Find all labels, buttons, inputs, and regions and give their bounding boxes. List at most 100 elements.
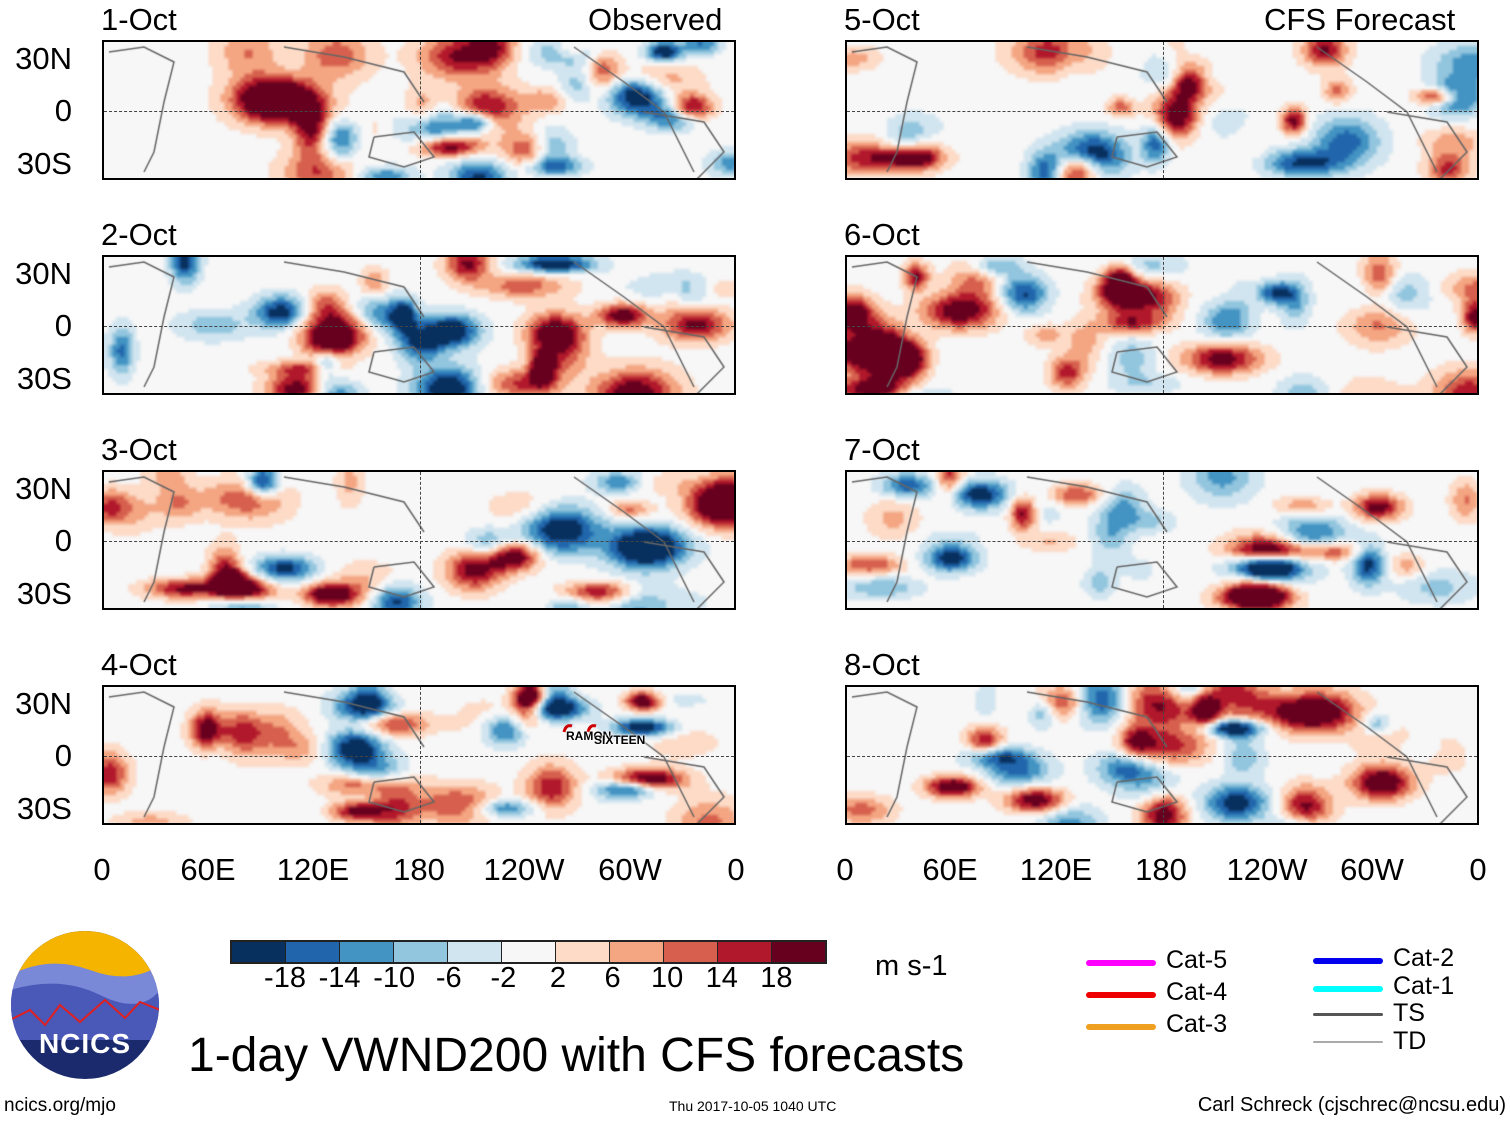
lon-label: 180 xyxy=(1135,852,1187,887)
lat-label: 30S xyxy=(16,576,72,611)
colorbar-label: -10 xyxy=(373,962,416,994)
panel-date: 2-Oct xyxy=(101,217,177,252)
wind-map-panel xyxy=(102,470,736,610)
dateline xyxy=(1163,257,1164,393)
panel-date: 3-Oct xyxy=(101,432,177,467)
lon-label: 0 xyxy=(93,852,111,887)
footer-author: Carl Schreck (cjschrec@ncsu.edu) xyxy=(1197,1094,1506,1116)
equator-line xyxy=(104,326,734,327)
lon-label: 120W xyxy=(1226,852,1308,887)
colorbar-label: -6 xyxy=(435,962,462,994)
colorbar-swatch xyxy=(664,942,718,962)
colorbar-swatch xyxy=(232,942,286,962)
wind-map-panel xyxy=(102,40,736,180)
dateline xyxy=(420,42,421,178)
legend-label: Cat-4 xyxy=(1166,978,1228,1006)
legend-label: Cat-5 xyxy=(1166,946,1228,974)
lat-label: 0 xyxy=(54,93,72,128)
lat-label: 30N xyxy=(15,686,72,721)
footer-timestamp: Thu 2017-10-05 1040 UTC xyxy=(669,1098,837,1114)
lat-label: 30S xyxy=(16,361,72,396)
panel-date: 5-Oct xyxy=(844,2,920,37)
colorbar-label: -18 xyxy=(264,962,306,994)
panel-date: 8-Oct xyxy=(844,647,920,682)
wind-map-panel xyxy=(102,255,736,395)
colorbar-swatch xyxy=(394,942,448,962)
wind-map-panel xyxy=(845,255,1479,395)
colorbar-swatch xyxy=(340,942,394,962)
colorbar-label: 18 xyxy=(760,962,793,994)
panel-date: 1-Oct xyxy=(101,2,177,37)
colorbar xyxy=(230,940,827,964)
lat-label: 0 xyxy=(54,738,72,773)
lon-label: 60W xyxy=(1340,852,1404,887)
forecast-header: CFS Forecast xyxy=(1264,2,1456,37)
lon-label: 120E xyxy=(1019,852,1093,887)
panel-date: 7-Oct xyxy=(844,432,920,467)
lon-label: 0 xyxy=(1469,852,1487,887)
legend-line-td xyxy=(1313,1041,1383,1043)
lat-label: 30N xyxy=(15,256,72,291)
legend-line-cat-4 xyxy=(1086,992,1156,998)
lon-label: 60E xyxy=(180,852,236,887)
lon-label: 120E xyxy=(276,852,350,887)
storm-track-icon xyxy=(562,722,602,741)
storm-label-sixteen: SIXTEEN xyxy=(594,733,646,747)
equator-line xyxy=(847,326,1477,327)
colorbar-units: m s-1 xyxy=(875,950,948,982)
legend-label: Cat-3 xyxy=(1166,1010,1228,1038)
dateline xyxy=(1163,687,1164,823)
lon-label: 0 xyxy=(727,852,745,887)
colorbar-label: 2 xyxy=(549,962,567,994)
ncics-logo: NCICS xyxy=(10,930,160,1085)
wind-map-panel xyxy=(102,685,736,825)
dateline xyxy=(420,257,421,393)
lon-label: 60E xyxy=(922,852,978,887)
colorbar-swatch xyxy=(718,942,772,962)
legend-label: Cat-2 xyxy=(1393,944,1455,972)
lat-label: 30N xyxy=(15,471,72,506)
figure-title: 1-day VWND200 with CFS forecasts xyxy=(188,1029,965,1082)
legend-line-ts xyxy=(1313,1013,1383,1016)
equator-line xyxy=(847,756,1477,757)
equator-line xyxy=(104,111,734,112)
colorbar-swatch xyxy=(772,942,825,962)
colorbar-swatch xyxy=(610,942,664,962)
lat-label: 0 xyxy=(54,523,72,558)
colorbar-swatch xyxy=(556,942,610,962)
wind-map-panel xyxy=(845,40,1479,180)
legend-label: Cat-1 xyxy=(1393,972,1455,1000)
equator-line xyxy=(104,756,734,757)
lon-label: 60W xyxy=(598,852,662,887)
dateline xyxy=(420,687,421,823)
storm-label-ramon: RAMON xyxy=(566,729,612,743)
dateline xyxy=(420,472,421,608)
colorbar-swatch xyxy=(286,942,340,962)
colorbar-swatch xyxy=(448,942,502,962)
lon-label: 180 xyxy=(393,852,445,887)
colorbar-label: -2 xyxy=(490,962,517,994)
colorbar-label: 14 xyxy=(705,962,738,994)
colorbar-label: 10 xyxy=(651,962,684,994)
lat-label: 0 xyxy=(54,308,72,343)
dateline xyxy=(1163,42,1164,178)
legend-line-cat-1 xyxy=(1313,986,1383,992)
wind-map-panel xyxy=(845,470,1479,610)
legend-line-cat-3 xyxy=(1086,1024,1156,1030)
legend-line-cat-5 xyxy=(1086,960,1156,966)
wind-map-panel xyxy=(845,685,1479,825)
lat-label: 30N xyxy=(15,41,72,76)
legend-line-cat-2 xyxy=(1313,958,1383,964)
lon-label: 120W xyxy=(483,852,565,887)
panel-date: 4-Oct xyxy=(101,647,177,682)
lat-label: 30S xyxy=(16,791,72,826)
legend-label: TS xyxy=(1393,999,1425,1027)
lat-label: 30S xyxy=(16,146,72,181)
observed-header: Observed xyxy=(588,2,723,37)
colorbar-label: -14 xyxy=(318,962,361,994)
dateline xyxy=(1163,472,1164,608)
colorbar-label: 6 xyxy=(604,962,621,994)
logo-text: NCICS xyxy=(38,1028,132,1059)
footer-url[interactable]: ncics.org/mjo xyxy=(4,1095,116,1116)
equator-line xyxy=(847,111,1477,112)
